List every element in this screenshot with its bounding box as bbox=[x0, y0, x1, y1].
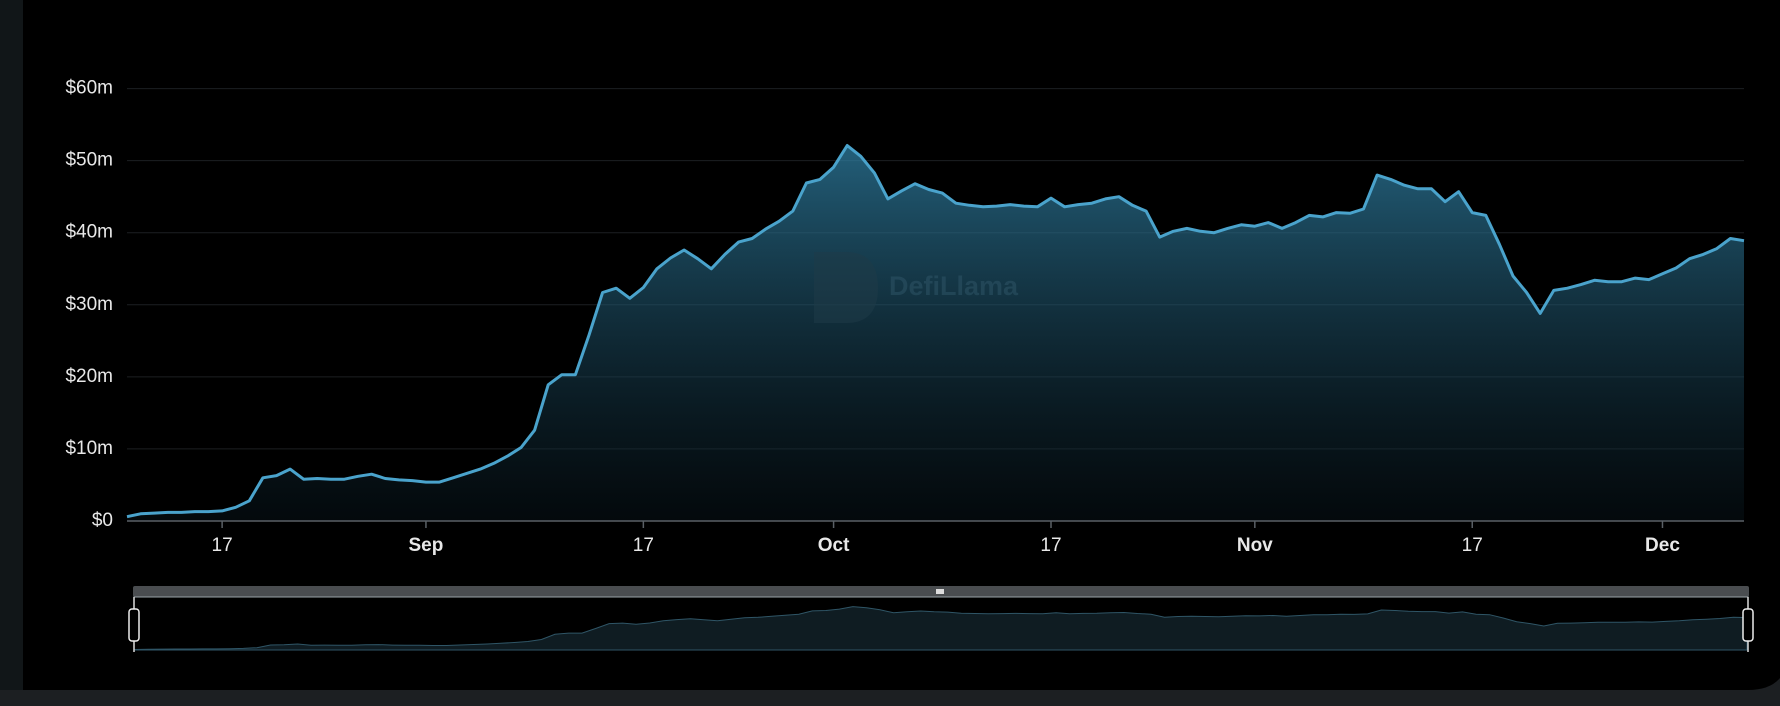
x-tick-label: Dec bbox=[1645, 535, 1680, 556]
y-tick-label: $40m bbox=[65, 222, 113, 243]
navigator-area bbox=[134, 606, 1748, 651]
y-tick-label: $10m bbox=[65, 438, 113, 459]
y-tick-label: $20m bbox=[65, 366, 113, 387]
x-tick-label: Sep bbox=[409, 535, 444, 556]
left-strip bbox=[0, 0, 23, 706]
x-tick-label: 17 bbox=[212, 535, 233, 556]
x-tick-label: Oct bbox=[818, 535, 850, 556]
x-tick-label: 17 bbox=[633, 535, 654, 556]
watermark-logo bbox=[814, 252, 878, 323]
y-tick-label: $0 bbox=[92, 510, 113, 531]
area bbox=[127, 145, 1744, 521]
y-tick-label: $30m bbox=[65, 294, 113, 315]
watermark: DefiLlama bbox=[814, 252, 1019, 323]
navigator-handle[interactable] bbox=[1742, 608, 1754, 642]
x-tick-label: 17 bbox=[1462, 535, 1483, 556]
y-tick-label: $60m bbox=[65, 78, 113, 99]
x-tick-label: 17 bbox=[1040, 535, 1061, 556]
navigator[interactable] bbox=[128, 586, 1754, 652]
bottom-strip bbox=[0, 678, 1780, 706]
watermark-text: DefiLlama bbox=[889, 271, 1019, 301]
navigator-handle[interactable] bbox=[128, 608, 140, 642]
line bbox=[126, 144, 1745, 519]
navigator-grip[interactable] bbox=[936, 589, 944, 594]
x-tick-label: Nov bbox=[1237, 535, 1273, 556]
y-tick-label: $50m bbox=[65, 150, 113, 171]
